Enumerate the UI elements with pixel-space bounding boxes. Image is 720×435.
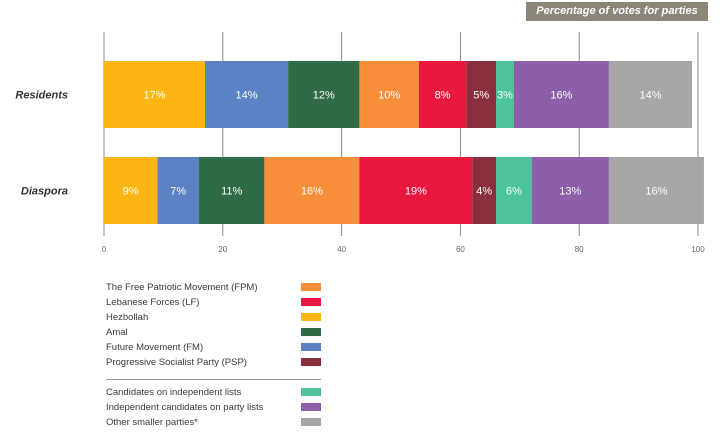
bar-segment-lf	[418, 61, 467, 128]
bar-segment-hezbollah	[104, 157, 158, 224]
data-label: 7%	[170, 186, 186, 198]
bar-segment-hezbollah	[104, 61, 205, 128]
legend-label: Future Movement (FM)	[106, 342, 204, 353]
data-label: 9%	[123, 186, 139, 198]
legend-label: Independent candidates on party lists	[106, 402, 264, 413]
data-label: 14%	[639, 90, 661, 102]
bar-segment-independent_party	[513, 61, 609, 128]
legend-divider	[106, 379, 321, 380]
data-label: 6%	[506, 186, 522, 198]
bar-segment-independent_party	[531, 157, 609, 224]
x-tick-label: 20	[218, 245, 227, 254]
bar-segment-lf	[359, 157, 473, 224]
stacked-bar-chart: 0 20 40 60 80 100 Residents 17% 14% 12% 10% 8% 5% 3% 1…	[15, 32, 705, 254]
bar-segment-fpm	[359, 61, 419, 128]
bar-segment-other	[608, 157, 704, 224]
legend-swatch	[301, 388, 321, 396]
x-tick-label: 60	[456, 245, 465, 254]
legend-item: The Free Patriotic Movement (FPM)	[106, 280, 331, 295]
legend-item: Progressive Socialist Party (PSP)	[106, 355, 331, 370]
legend-swatch	[301, 328, 321, 336]
legend: The Free Patriotic Movement (FPM) Lebanes…	[106, 280, 331, 430]
legend-swatch	[301, 283, 321, 291]
x-tick-label: 100	[691, 245, 705, 254]
bar-segment-independent_lists	[496, 61, 514, 128]
data-label: 3%	[497, 90, 513, 102]
bar-segment-fm	[157, 157, 200, 224]
data-label: 14%	[236, 90, 258, 102]
data-label: 16%	[301, 186, 323, 198]
legend-label: Candidates on independent lists	[106, 387, 242, 398]
legend-label: Amal	[106, 327, 128, 338]
data-label: 13%	[559, 186, 581, 198]
bar-segment-other	[608, 61, 693, 128]
data-label: 4%	[476, 186, 492, 198]
category-label: Diaspora	[21, 186, 68, 198]
legend-swatch	[301, 343, 321, 351]
legend-swatch	[301, 313, 321, 321]
category-label: Residents	[15, 90, 68, 102]
data-label: 5%	[473, 90, 489, 102]
bar-segment-fm	[204, 61, 289, 128]
legend-item: Lebanese Forces (LF)	[106, 295, 331, 310]
x-tick-label: 40	[337, 245, 346, 254]
legend-label: Other smaller parties*	[106, 417, 198, 428]
legend-item: Hezbollah	[106, 310, 331, 325]
chart-title: Percentage of votes for parties	[526, 2, 708, 21]
legend-item: Future Movement (FM)	[106, 340, 331, 355]
bar-segment-psp	[472, 157, 497, 224]
x-tick-label: 80	[575, 245, 584, 254]
legend-group-parties: The Free Patriotic Movement (FPM) Lebanes…	[106, 280, 331, 370]
legend-swatch	[301, 358, 321, 366]
data-label: 11%	[221, 186, 242, 198]
legend-label: Lebanese Forces (LF)	[106, 297, 200, 308]
x-tick-label: 0	[102, 245, 107, 254]
data-label: 16%	[550, 90, 572, 102]
bar-segment-psp	[466, 61, 497, 128]
data-label: 19%	[405, 186, 427, 198]
bar-segment-fpm	[264, 157, 360, 224]
data-label: 12%	[313, 90, 335, 102]
legend-swatch	[301, 418, 321, 426]
legend-label: Hezbollah	[106, 312, 149, 323]
data-label: 10%	[378, 90, 400, 102]
bar-segment-amal	[199, 157, 265, 224]
legend-swatch	[301, 298, 321, 306]
bar-segment-independent_lists	[496, 157, 532, 224]
legend-item: Amal	[106, 325, 331, 340]
data-label: 16%	[645, 186, 667, 198]
legend-item: Candidates on independent lists	[106, 385, 331, 400]
legend-label: Progressive Socialist Party (PSP)	[106, 357, 247, 368]
legend-label: The Free Patriotic Movement (FPM)	[106, 282, 258, 293]
legend-item: Independent candidates on party lists	[106, 400, 331, 415]
legend-group-other: Candidates on independent lists Independe…	[106, 385, 331, 430]
legend-swatch	[301, 403, 321, 411]
data-label: 8%	[435, 90, 451, 102]
legend-item: Other smaller parties*	[106, 415, 331, 430]
bar-segment-amal	[288, 61, 360, 128]
data-label: 17%	[143, 90, 165, 102]
